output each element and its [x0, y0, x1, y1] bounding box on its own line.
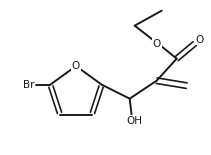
Text: OH: OH	[127, 116, 143, 126]
Text: O: O	[72, 61, 80, 71]
Text: O: O	[196, 35, 204, 45]
Text: O: O	[153, 39, 161, 49]
Text: Br: Br	[23, 80, 34, 90]
